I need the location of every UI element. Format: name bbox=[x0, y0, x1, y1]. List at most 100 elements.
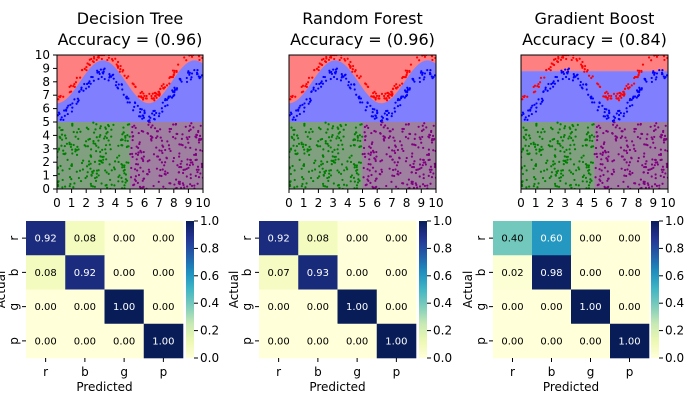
point-b bbox=[564, 68, 567, 71]
point-g bbox=[340, 125, 343, 128]
colorbar-tick-label: 0.0 bbox=[433, 351, 452, 365]
cell-label: 0.00 bbox=[74, 336, 96, 347]
point-b bbox=[58, 112, 61, 115]
point-b bbox=[524, 116, 527, 119]
point-g bbox=[77, 148, 80, 151]
point-g bbox=[301, 182, 304, 186]
x-tick-label: 7 bbox=[155, 196, 163, 210]
point-g bbox=[78, 169, 82, 172]
point-b bbox=[373, 117, 376, 120]
point-g bbox=[99, 150, 102, 153]
x-tick-label: 8 bbox=[635, 196, 643, 210]
point-g bbox=[118, 154, 121, 157]
point-p bbox=[405, 156, 408, 160]
point-p bbox=[130, 146, 133, 150]
point-p bbox=[647, 186, 651, 189]
point-p bbox=[658, 153, 661, 156]
point-g bbox=[564, 161, 568, 164]
point-p bbox=[194, 135, 197, 138]
point-b bbox=[544, 88, 547, 91]
point-b bbox=[617, 113, 621, 117]
point-p bbox=[429, 182, 432, 185]
point-g bbox=[589, 173, 592, 176]
point-p bbox=[142, 170, 145, 173]
point-g bbox=[77, 137, 80, 140]
point-g bbox=[358, 145, 361, 149]
point-r bbox=[106, 58, 109, 62]
point-b bbox=[76, 97, 79, 100]
point-p bbox=[164, 161, 167, 164]
point-g bbox=[569, 171, 573, 174]
point-p bbox=[628, 148, 632, 152]
point-p bbox=[189, 183, 192, 186]
point-p bbox=[131, 125, 134, 129]
point-b bbox=[635, 96, 638, 99]
point-p bbox=[421, 124, 424, 127]
point-g bbox=[70, 177, 73, 181]
point-g bbox=[303, 152, 306, 155]
point-b bbox=[567, 77, 571, 81]
point-p bbox=[418, 136, 421, 139]
point-g bbox=[561, 139, 564, 142]
point-p bbox=[372, 151, 375, 154]
point-p bbox=[178, 182, 181, 186]
point-p bbox=[404, 135, 407, 139]
point-b bbox=[601, 104, 604, 107]
point-p bbox=[613, 121, 616, 124]
point-p bbox=[379, 132, 382, 135]
x-tick-label: 2 bbox=[315, 196, 323, 210]
point-g bbox=[588, 168, 591, 171]
point-r bbox=[143, 94, 146, 98]
point-r bbox=[607, 94, 611, 98]
point-p bbox=[140, 129, 143, 133]
point-b bbox=[185, 80, 189, 84]
point-p bbox=[632, 144, 635, 147]
point-b bbox=[114, 84, 118, 87]
point-b bbox=[591, 97, 595, 100]
point-p bbox=[650, 163, 654, 166]
colorbar-tick-label: 1.0 bbox=[200, 214, 219, 228]
point-g bbox=[89, 167, 92, 170]
point-b bbox=[155, 111, 158, 115]
point-r bbox=[150, 94, 153, 98]
point-g bbox=[556, 169, 560, 172]
point-r bbox=[405, 74, 408, 77]
point-r bbox=[378, 97, 381, 100]
point-r bbox=[373, 90, 376, 93]
point-g bbox=[94, 142, 97, 145]
point-r bbox=[92, 55, 96, 59]
point-g bbox=[584, 139, 587, 142]
point-p bbox=[398, 157, 401, 160]
point-p bbox=[187, 129, 191, 132]
point-r bbox=[116, 64, 119, 68]
point-g bbox=[328, 172, 331, 175]
point-b bbox=[355, 93, 358, 96]
point-p bbox=[384, 124, 387, 127]
point-r bbox=[137, 95, 140, 98]
point-g bbox=[112, 123, 115, 126]
point-g bbox=[70, 148, 74, 151]
point-p bbox=[653, 164, 656, 167]
point-p bbox=[177, 180, 180, 183]
point-g bbox=[541, 127, 544, 131]
point-g bbox=[302, 163, 306, 166]
point-p bbox=[364, 134, 367, 138]
point-g bbox=[521, 172, 525, 176]
point-g bbox=[87, 128, 90, 131]
cell-label: 0.00 bbox=[618, 302, 640, 313]
point-r bbox=[612, 92, 616, 95]
point-g bbox=[338, 131, 342, 134]
heatmap-cell bbox=[571, 255, 611, 290]
point-r bbox=[386, 91, 389, 95]
point-p bbox=[174, 137, 177, 140]
point-r bbox=[408, 69, 411, 73]
point-b bbox=[631, 104, 634, 107]
point-p bbox=[601, 146, 604, 149]
point-g bbox=[564, 182, 567, 185]
cell-label: 0.02 bbox=[501, 268, 523, 279]
point-g bbox=[548, 176, 551, 180]
point-b bbox=[638, 86, 641, 89]
cell-label: 0.07 bbox=[267, 268, 289, 279]
heatmap-cell bbox=[104, 221, 145, 256]
point-r bbox=[139, 91, 142, 95]
